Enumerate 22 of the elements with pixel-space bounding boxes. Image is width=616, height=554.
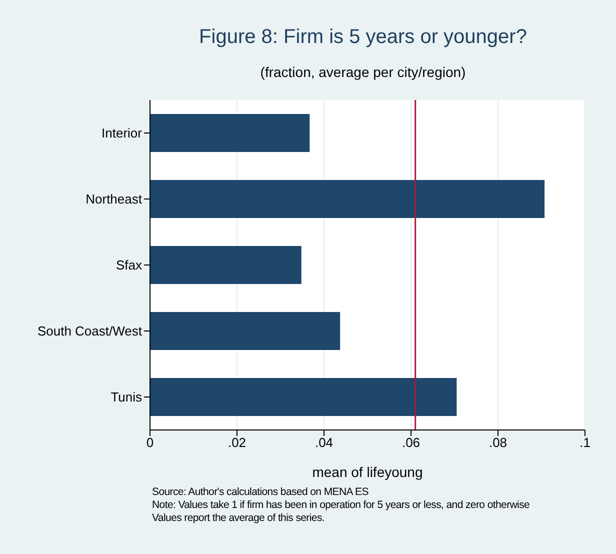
y-tick-label: Interior: [102, 126, 143, 141]
chart-title: Figure 8: Firm is 5 years or younger?: [198, 26, 528, 49]
x-tick-label: .08: [488, 435, 508, 450]
y-tick-label: Sfax: [116, 258, 142, 273]
y-tick-label: Tunis: [110, 390, 142, 405]
source-note: Source: Author's calculations based on MENA ES: [152, 486, 370, 499]
text: Note: Values take 1 if firm has been in operation for 5 years or less, and zero otherwise: [152, 499, 530, 512]
text: Values report the average of this series.: [152, 512, 326, 525]
y-tick-label: Northeast: [86, 192, 142, 207]
x-tick-label: .06: [402, 435, 420, 450]
bar: [150, 114, 310, 152]
x-axis-title: mean of lifeyoung: [312, 464, 423, 480]
bar: [150, 246, 302, 284]
x-tick-label: 0: [146, 435, 154, 450]
bar: [150, 180, 545, 218]
y-tick-label: South Coast/West: [37, 324, 142, 339]
x-tick-label: .1: [580, 435, 590, 450]
chart-subtitle: (fraction, average per city/region): [259, 64, 467, 80]
bar: [150, 378, 457, 416]
x-tick-label: .04: [314, 435, 334, 450]
bar: [150, 312, 340, 350]
x-tick-label: .02: [228, 435, 246, 450]
